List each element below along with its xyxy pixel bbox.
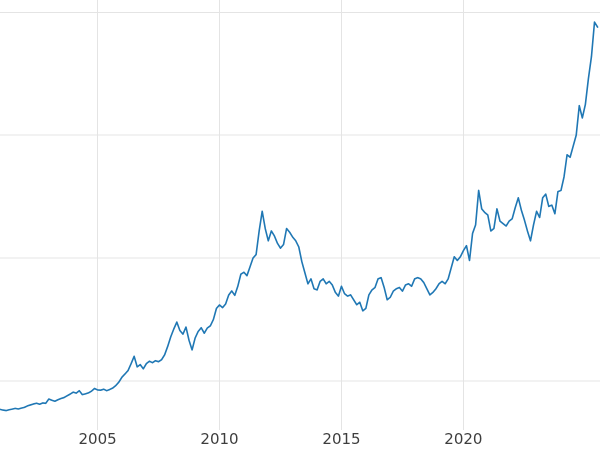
- gridlines-group: [0, 0, 600, 430]
- series-group: [0, 21, 599, 412]
- x-tick-label: 2015: [322, 430, 360, 448]
- x-tick-label: 2020: [444, 430, 482, 448]
- x-axis-ticks-group: 2005 2010 2015 2020: [79, 430, 483, 448]
- price-line-series: [0, 21, 599, 412]
- x-tick-label: 2005: [79, 430, 117, 448]
- x-tick-label: 2010: [200, 430, 238, 448]
